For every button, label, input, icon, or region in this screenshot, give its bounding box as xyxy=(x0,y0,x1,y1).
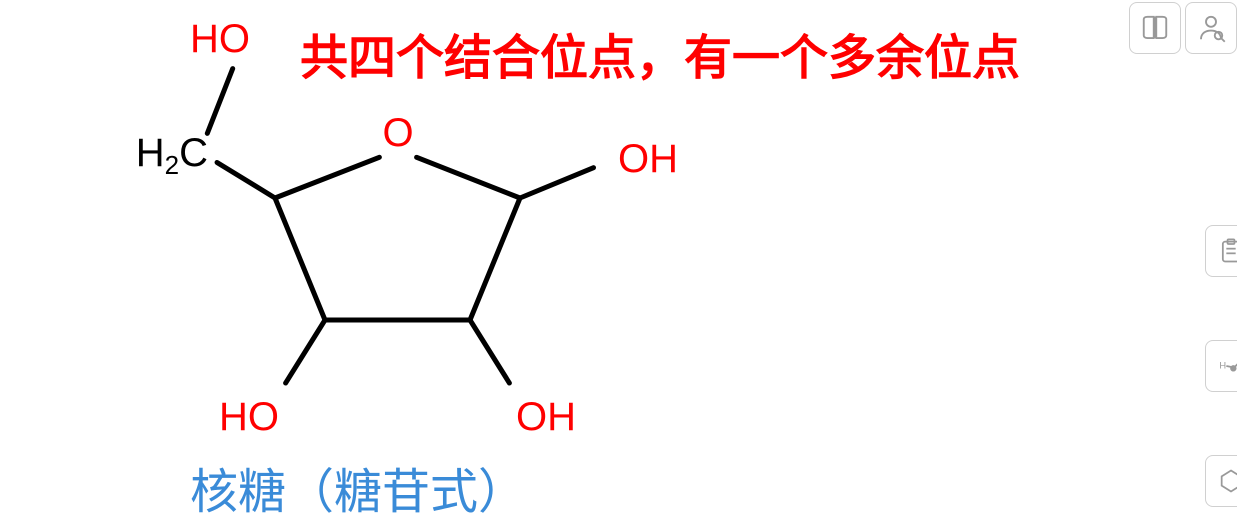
person-tool-button[interactable] xyxy=(1185,2,1237,54)
bond xyxy=(470,198,520,320)
hexagon-icon xyxy=(1217,467,1237,495)
book-icon xyxy=(1140,13,1170,43)
bond xyxy=(275,157,379,198)
clipboard-tool-button[interactable] xyxy=(1205,225,1237,277)
bond xyxy=(275,198,325,320)
bond xyxy=(286,320,325,383)
atom-label-O2H: OH xyxy=(516,395,576,439)
atom-label-O3H: HO xyxy=(219,395,279,439)
atom-label-C5: H2C xyxy=(136,131,208,180)
person-icon xyxy=(1196,13,1226,43)
molecule-icon: H xyxy=(1217,352,1237,380)
svg-text:H: H xyxy=(1219,360,1226,370)
bond xyxy=(470,320,509,383)
annotation-text: 共四个结合位点，有一个多余位点 xyxy=(300,18,1020,88)
hexagon-tool-button[interactable] xyxy=(1205,455,1237,507)
bond xyxy=(207,69,232,134)
right-toolbar: H xyxy=(1177,0,1237,517)
clipboard-icon xyxy=(1217,237,1237,265)
atom-label-O1H: OH xyxy=(618,137,678,181)
caption-text: 核糖（糖苷式） xyxy=(190,452,526,517)
atom-label-O_ring: O xyxy=(382,111,413,155)
book-tool-button[interactable] xyxy=(1129,2,1181,54)
molecule-tool-button[interactable]: H xyxy=(1205,340,1237,392)
bond xyxy=(417,157,520,198)
atom-label-O5H: HO xyxy=(190,17,250,61)
bond xyxy=(217,162,275,198)
diagram-stage: O OH OH HO HO H2C 共四个结合位点，有一个多余位点 核糖（糖苷式） xyxy=(0,0,1237,517)
bond xyxy=(520,168,594,198)
